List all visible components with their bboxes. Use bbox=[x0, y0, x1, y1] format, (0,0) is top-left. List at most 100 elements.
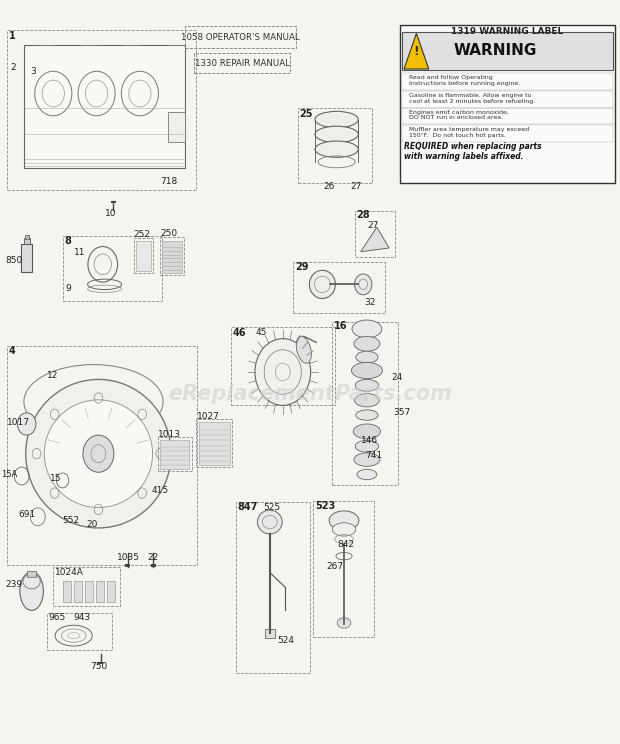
Ellipse shape bbox=[354, 453, 380, 466]
Text: !: ! bbox=[414, 45, 419, 58]
Text: 11: 11 bbox=[74, 248, 85, 257]
Bar bbox=[231, 327, 335, 405]
Ellipse shape bbox=[309, 270, 335, 298]
Text: WARNING: WARNING bbox=[454, 43, 538, 58]
Text: 32: 32 bbox=[365, 298, 376, 307]
Text: 22: 22 bbox=[148, 553, 159, 562]
Polygon shape bbox=[404, 33, 429, 69]
Bar bbox=[136, 241, 151, 271]
Ellipse shape bbox=[315, 126, 358, 143]
Bar bbox=[7, 31, 195, 190]
Text: 146: 146 bbox=[361, 436, 378, 445]
Text: 250: 250 bbox=[161, 229, 177, 238]
Bar bbox=[185, 26, 296, 48]
Bar bbox=[402, 74, 613, 90]
Bar bbox=[7, 346, 197, 565]
Text: 1319 WARNING LABEL: 1319 WARNING LABEL bbox=[451, 28, 564, 36]
Bar bbox=[53, 568, 120, 606]
Text: 842: 842 bbox=[338, 540, 355, 549]
Bar bbox=[96, 581, 104, 602]
Bar bbox=[134, 237, 154, 273]
Text: 847: 847 bbox=[237, 502, 258, 512]
Text: 10: 10 bbox=[105, 208, 116, 217]
Text: 252: 252 bbox=[134, 230, 151, 239]
Text: 4: 4 bbox=[9, 346, 16, 356]
Text: 1027: 1027 bbox=[197, 412, 220, 421]
Text: 24: 24 bbox=[392, 373, 403, 382]
Bar bbox=[236, 502, 310, 673]
Ellipse shape bbox=[20, 571, 43, 610]
Text: 3: 3 bbox=[30, 67, 36, 76]
Ellipse shape bbox=[352, 362, 383, 379]
Ellipse shape bbox=[44, 400, 153, 507]
Bar bbox=[355, 211, 395, 257]
Bar bbox=[293, 262, 385, 312]
Bar bbox=[158, 437, 192, 471]
Text: Engines emit carbon monoxide,
DO NOT run in enclosed area.: Engines emit carbon monoxide, DO NOT run… bbox=[409, 109, 509, 121]
Ellipse shape bbox=[337, 618, 351, 628]
Text: 1013: 1013 bbox=[159, 430, 182, 439]
Ellipse shape bbox=[353, 424, 381, 439]
Ellipse shape bbox=[296, 336, 311, 363]
Text: Gasoline is flammable. Allow engine to
cool at least 2 minutes before refueling.: Gasoline is flammable. Allow engine to c… bbox=[409, 93, 535, 104]
Circle shape bbox=[355, 274, 372, 295]
Bar bbox=[298, 109, 372, 182]
Ellipse shape bbox=[355, 379, 379, 391]
Circle shape bbox=[17, 413, 36, 435]
Text: 26: 26 bbox=[324, 182, 335, 191]
Bar bbox=[196, 419, 232, 467]
Bar bbox=[265, 629, 275, 638]
Text: 415: 415 bbox=[152, 487, 169, 496]
Bar bbox=[161, 440, 189, 469]
Text: 27: 27 bbox=[351, 182, 362, 191]
Text: eReplacementParts.com: eReplacementParts.com bbox=[168, 385, 452, 404]
Bar bbox=[402, 108, 613, 124]
Bar bbox=[402, 126, 613, 142]
Text: 15: 15 bbox=[50, 475, 61, 484]
Text: 943: 943 bbox=[74, 612, 91, 621]
Text: 1017: 1017 bbox=[7, 418, 30, 427]
Bar bbox=[313, 501, 374, 637]
Ellipse shape bbox=[355, 394, 379, 407]
Ellipse shape bbox=[355, 440, 379, 452]
Text: 850: 850 bbox=[6, 256, 23, 265]
Ellipse shape bbox=[357, 469, 377, 480]
Bar bbox=[402, 92, 613, 108]
Text: 1024A: 1024A bbox=[55, 568, 83, 577]
Text: 750: 750 bbox=[91, 662, 108, 671]
Bar bbox=[63, 236, 162, 301]
Ellipse shape bbox=[329, 511, 359, 530]
Text: 1058 OPERATOR'S MANUAL: 1058 OPERATOR'S MANUAL bbox=[182, 33, 300, 42]
Text: 357: 357 bbox=[393, 408, 410, 417]
Text: 741: 741 bbox=[366, 451, 383, 460]
Bar bbox=[168, 112, 185, 142]
Text: Read and follow Operating
Instructions before running engine.: Read and follow Operating Instructions b… bbox=[409, 75, 520, 86]
Bar bbox=[27, 571, 36, 577]
Text: 525: 525 bbox=[264, 503, 281, 512]
Bar bbox=[198, 422, 229, 465]
Text: 718: 718 bbox=[161, 176, 177, 186]
Text: 2: 2 bbox=[11, 63, 16, 72]
Bar bbox=[25, 235, 29, 239]
Bar bbox=[402, 32, 613, 71]
Text: REQUIRED when replacing parts
with warning labels affixed.: REQUIRED when replacing parts with warni… bbox=[404, 142, 542, 161]
Text: 46: 46 bbox=[232, 327, 246, 338]
Text: 8: 8 bbox=[64, 236, 71, 246]
Text: 45: 45 bbox=[255, 328, 267, 337]
Bar bbox=[24, 45, 185, 168]
Ellipse shape bbox=[354, 336, 380, 351]
Bar bbox=[111, 201, 116, 203]
Ellipse shape bbox=[332, 523, 356, 536]
Text: 12: 12 bbox=[47, 371, 58, 380]
Bar bbox=[151, 565, 156, 568]
Text: 1035: 1035 bbox=[117, 553, 140, 562]
Text: 29: 29 bbox=[295, 262, 309, 272]
Text: 1: 1 bbox=[9, 31, 16, 42]
Bar bbox=[74, 581, 82, 602]
Ellipse shape bbox=[257, 510, 282, 534]
Bar bbox=[400, 25, 615, 182]
Bar bbox=[24, 238, 30, 244]
Bar bbox=[160, 237, 184, 275]
Circle shape bbox=[255, 339, 311, 405]
Text: Muffler area temperature may exceed
150°F.  Do not touch hot parts.: Muffler area temperature may exceed 150°… bbox=[409, 127, 529, 138]
